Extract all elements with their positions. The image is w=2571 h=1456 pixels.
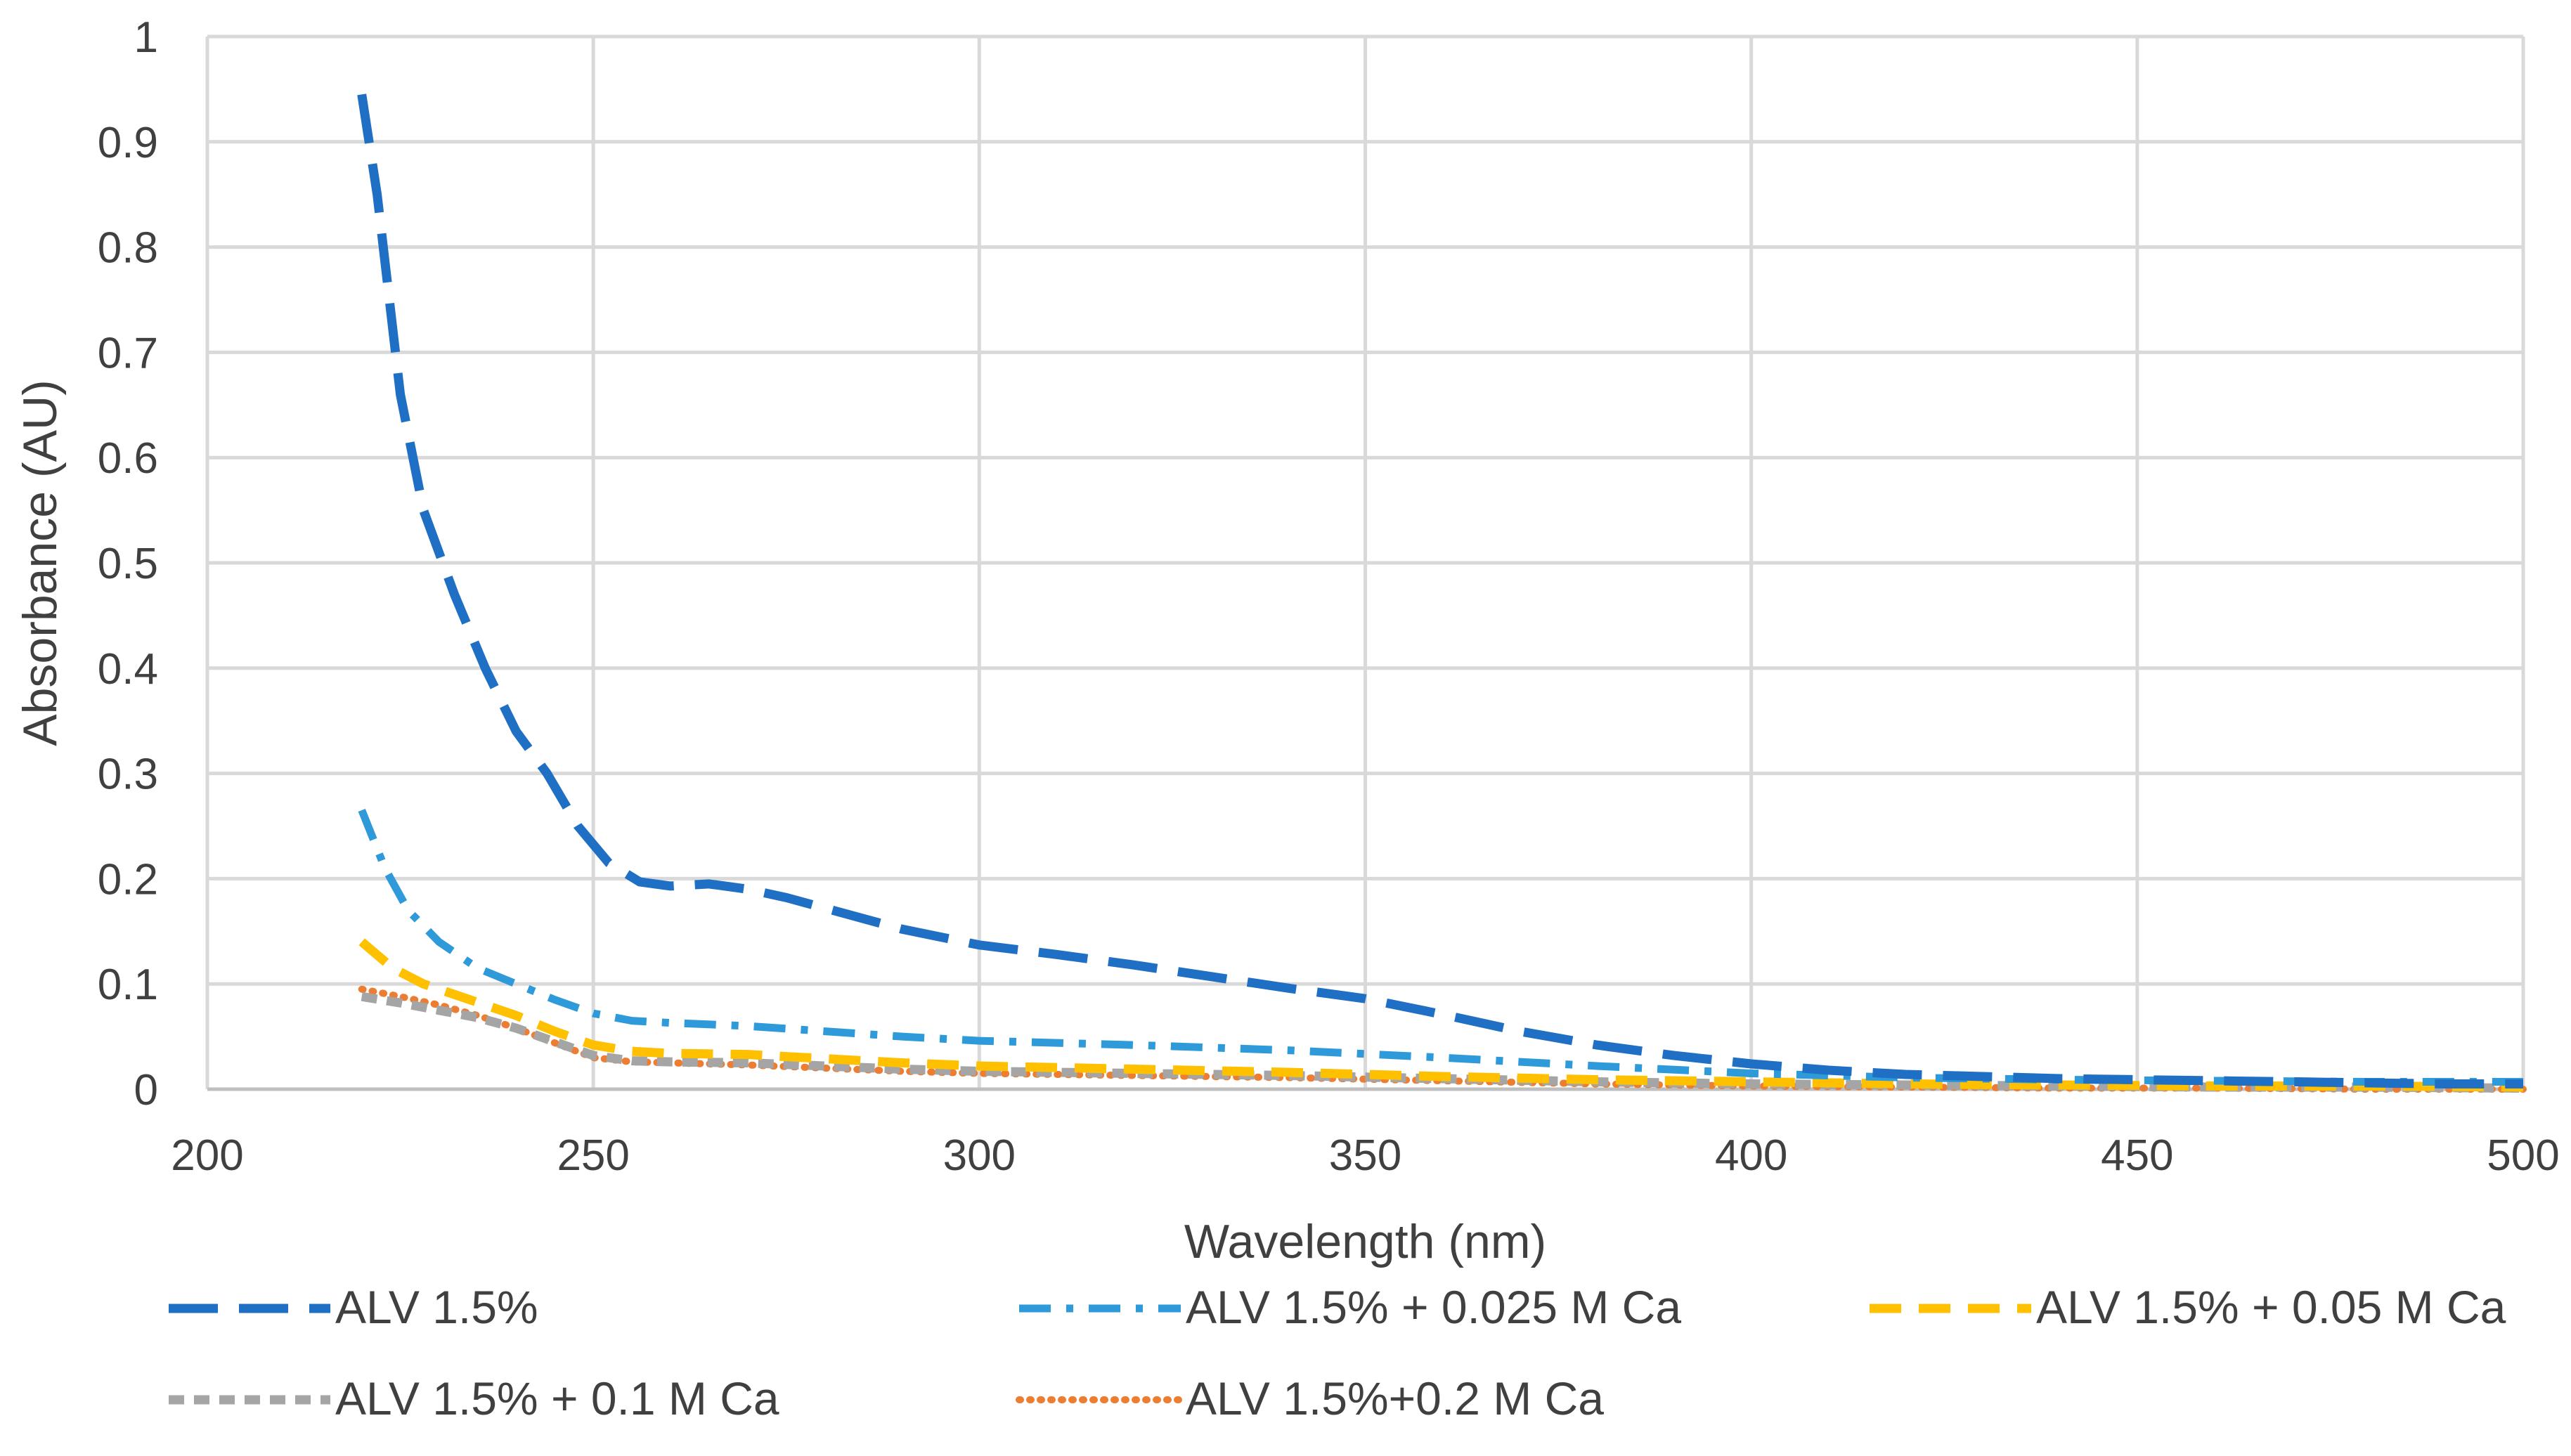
x-tick-label: 250 [557, 1131, 629, 1180]
x-tick-label: 450 [2101, 1131, 2173, 1180]
legend-label: ALV 1.5% + 0.025 M Ca [1186, 1281, 1681, 1333]
series-line [357, 93, 2523, 1088]
plot-area [357, 93, 2527, 1093]
series-line [361, 992, 2524, 1093]
series-line [358, 938, 2524, 1092]
y-tick-label: 0.6 [98, 434, 158, 483]
y-tick-label: 0.9 [98, 119, 158, 167]
gridlines [205, 34, 2525, 1089]
y-tick-label: 1 [134, 13, 158, 62]
x-tick-label: 500 [2487, 1131, 2559, 1180]
legend: ALV 1.5% ALV 1.5% + 0.025 M Ca ALV 1.5% + … [169, 1281, 2506, 1424]
y-tick-label: 0.2 [98, 855, 158, 904]
legend-label: ALV 1.5% + 0.05 M Ca [2036, 1281, 2506, 1333]
y-tick-label: 0.7 [98, 329, 158, 377]
x-tick-label: 200 [171, 1131, 243, 1180]
legend-label: ALV 1.5%+0.2 M Ca [1186, 1372, 1604, 1424]
x-tick-label: 350 [1329, 1131, 1401, 1180]
y-axis-title: Absorbance (AU) [13, 379, 67, 746]
y-tick-label: 0.3 [98, 750, 158, 799]
tick-labels: 0 0.1 0.2 0.3 0.4 0.5 0.6 0.7 0.8 0.9 1 200 250 300 35… [98, 13, 2560, 1180]
y-tick-label: 0.5 [98, 540, 158, 588]
y-tick-label: 0.8 [98, 224, 158, 273]
x-tick-label: 300 [943, 1131, 1016, 1180]
y-tick-label: 0.4 [98, 645, 158, 694]
legend-label: ALV 1.5% + 0.1 M Ca [335, 1372, 779, 1424]
legend-label: ALV 1.5% [335, 1281, 538, 1333]
y-tick-label: 0.1 [98, 961, 158, 1009]
x-axis-title: Wavelength (nm) [1184, 1215, 1546, 1268]
x-tick-label: 400 [1715, 1131, 1787, 1180]
y-tick-label: 0 [134, 1066, 158, 1114]
